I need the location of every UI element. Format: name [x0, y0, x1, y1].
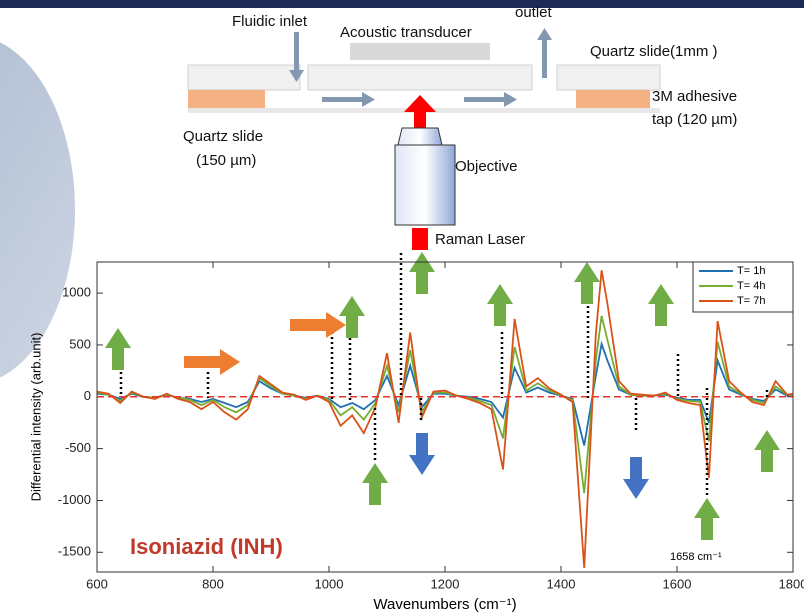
x-axis-label: Wavenumbers (cm⁻¹): [373, 596, 516, 613]
label: tap (120 µm): [652, 111, 737, 128]
annotation: Isoniazid (INH): [130, 534, 283, 559]
flow-arrows: [289, 28, 552, 107]
x-tick-label: 1800: [779, 576, 804, 591]
chart: -1500 -1000 -500 0 500 1000 600 800 1000 1200 1400…: [28, 252, 804, 613]
y-tick-label: -1500: [58, 544, 91, 559]
x-tick-label: 800: [202, 576, 224, 591]
x-tick-label: 1000: [315, 576, 344, 591]
arrow: [105, 328, 131, 370]
legend-label: T= 1h: [737, 265, 765, 277]
y-tick-label: 1000: [62, 285, 91, 300]
series-line: [96, 270, 794, 568]
label: 3M adhesive: [652, 88, 737, 105]
top-slide: [556, 64, 661, 91]
x-tick-label: 600: [86, 576, 108, 591]
diagram: Fluidic inlet Acoustic transducer outlet…: [183, 4, 737, 250]
y-tick-label: -500: [65, 440, 91, 455]
tape: [188, 90, 265, 108]
label: Acoustic transducer: [340, 24, 472, 41]
label: (150 µm): [196, 152, 256, 169]
label: Objective: [455, 158, 518, 175]
objective-tip: [397, 127, 443, 146]
laser-source: [412, 228, 428, 250]
label: outlet: [515, 4, 553, 21]
arrow: [487, 284, 513, 326]
legend-label: T= 4h: [737, 280, 765, 292]
y-tick-label: 500: [69, 336, 91, 351]
label: Fluidic inlet: [232, 13, 308, 30]
legend-label: T= 7h: [737, 295, 765, 307]
arrow: [574, 262, 600, 304]
label: Raman Laser: [435, 231, 525, 248]
laser-beam: [414, 112, 426, 130]
arrow: [290, 312, 346, 338]
plot-area: [97, 262, 793, 572]
annotation: 1658 cm⁻¹: [670, 551, 722, 563]
laser-arrow: [404, 95, 436, 112]
arrow: [339, 296, 365, 338]
top-bar: [0, 0, 804, 8]
plot-frame: [96, 261, 794, 573]
y-tick-label: 0: [84, 388, 91, 403]
label: Quartz slide: [183, 128, 263, 145]
top-slide: [307, 64, 533, 91]
y-tick-label: -1000: [58, 492, 91, 507]
arrow: [648, 284, 674, 326]
arrow: [694, 498, 720, 540]
arrow: [754, 430, 780, 472]
x-tick-label: 1600: [663, 576, 692, 591]
background-shape: [0, 42, 75, 378]
arrow: [362, 463, 388, 505]
x-tick-label: 1400: [547, 576, 576, 591]
transducer: [350, 43, 490, 60]
objective-body: [394, 144, 456, 226]
label: Quartz slide(1mm ): [590, 43, 718, 60]
x-tick-label: 1200: [431, 576, 460, 591]
arrow: [409, 433, 435, 475]
arrow: [184, 349, 240, 375]
y-axis-label: Differential intensity (arb.unit): [28, 333, 43, 502]
arrow: [623, 457, 649, 499]
tape: [576, 90, 650, 108]
top-slide: [187, 64, 301, 91]
